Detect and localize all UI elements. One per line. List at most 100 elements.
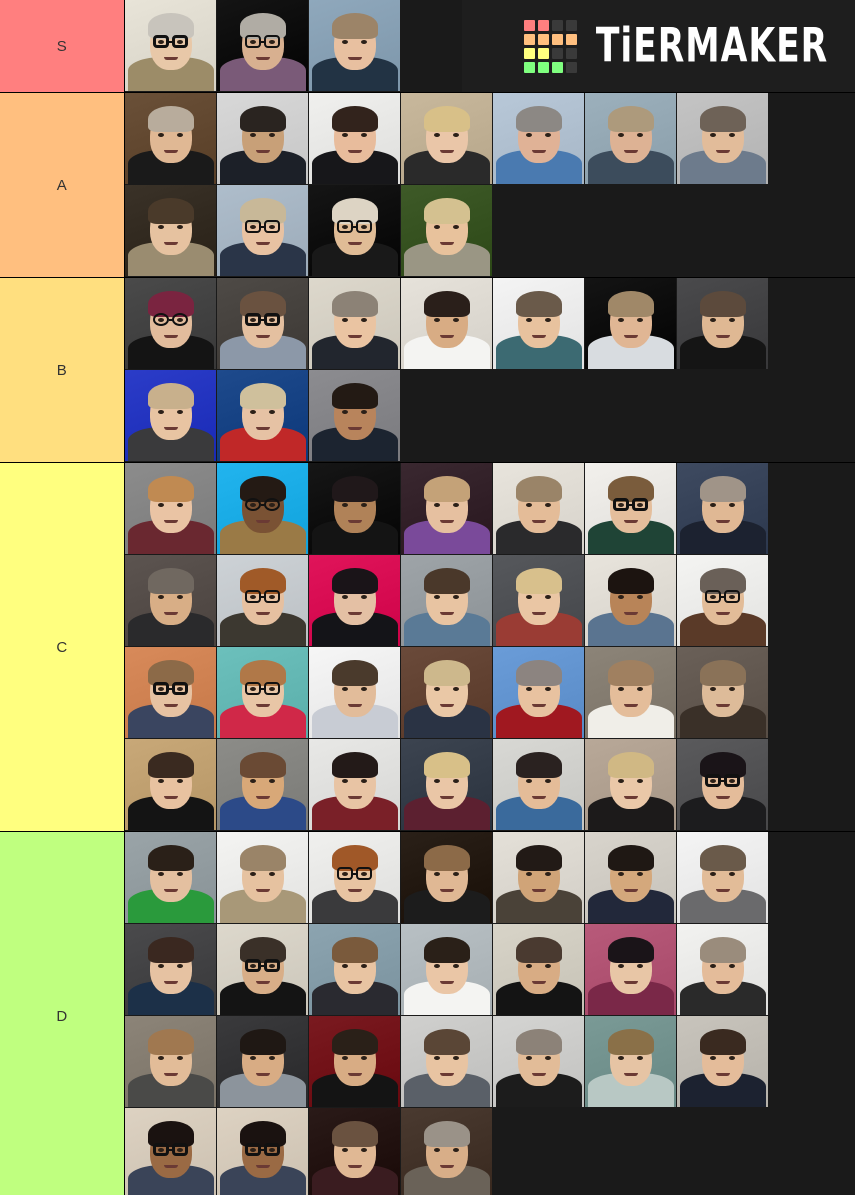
portrait-woman-dark-blue-top[interactable]: [125, 924, 216, 1015]
portrait-person-pink-background[interactable]: [309, 555, 400, 646]
portrait-older-man-red-microphone[interactable]: [309, 185, 400, 276]
portrait-man-bow-tie-tuxedo[interactable]: [309, 463, 400, 554]
portrait-man-dark-suit-tie[interactable]: [217, 93, 308, 184]
portrait-man-black-shirt-event[interactable]: [493, 924, 584, 1015]
tier-label-d[interactable]: D: [0, 832, 125, 1195]
portrait-curly-haired-man-glasses[interactable]: [217, 278, 308, 369]
portrait-man-glasses-blue-tie[interactable]: [125, 647, 216, 738]
portrait-man-laughing-grey-suit[interactable]: [401, 1016, 492, 1107]
portrait-man-outdoors-dark-coat[interactable]: [401, 647, 492, 738]
tier-label-b[interactable]: B: [0, 278, 125, 462]
logo-grid-cell: [523, 47, 535, 59]
portrait-man-teal-shirt-smiling[interactable]: [493, 278, 584, 369]
portrait-smiling-man-blue-shirt[interactable]: [309, 0, 400, 91]
tier-label-c[interactable]: C: [0, 463, 125, 831]
tier-items-a[interactable]: [125, 93, 855, 277]
portrait-man-bow-tie-dark-suit[interactable]: [677, 1016, 768, 1107]
portrait-young-man-surprised-denim[interactable]: [401, 555, 492, 646]
logo-grid-cell: [565, 47, 577, 59]
portrait-long-haired-man-black-shirt[interactable]: [125, 93, 216, 184]
portrait-bearded-man-glasses-suit-2[interactable]: [217, 1108, 308, 1195]
portrait-man-blue-suit-smiling[interactable]: [217, 739, 308, 830]
portrait-man-dark-hair-grey-shirt[interactable]: [217, 1016, 308, 1107]
portrait-man-red-jacket-pointing[interactable]: [493, 647, 584, 738]
portrait-woman-red-hair-glasses[interactable]: [125, 278, 216, 369]
portrait-man-afro-glasses-blue-bg[interactable]: [217, 463, 308, 554]
portrait-blonde-woman-burgundy[interactable]: [401, 739, 492, 830]
tiermaker-logo-grid-icon: [523, 19, 577, 73]
portrait-grey-haired-man-beard[interactable]: [401, 1108, 492, 1195]
logo-grid-cell: [551, 61, 563, 73]
portrait-blonde-woman-scarf[interactable]: [401, 93, 492, 184]
tier-label-text: S: [56, 37, 68, 55]
portrait-man-smiling-brown-hair[interactable]: [309, 924, 400, 1015]
portrait-bald-man-black-tshirt[interactable]: [493, 1016, 584, 1107]
portrait-woman-curly-hair-denim[interactable]: [585, 555, 676, 646]
portrait-bald-man-white-bg[interactable]: [677, 924, 768, 1015]
portrait-man-ginger-beard-glasses[interactable]: [217, 555, 308, 646]
logo-grid-cell: [523, 33, 535, 45]
portrait-man-arm-raised-red-stage[interactable]: [309, 1016, 400, 1107]
portrait-man-long-hair-glasses-green[interactable]: [585, 463, 676, 554]
portrait-woman-dark-hair-red-dress[interactable]: [309, 739, 400, 830]
tier-items-b[interactable]: [125, 278, 855, 462]
portrait-man-curly-hair-white-tshirt[interactable]: [401, 924, 492, 1015]
portrait-bearded-man-dark-shirt[interactable]: [309, 370, 400, 461]
tier-label-a[interactable]: A: [0, 93, 125, 277]
portrait-man-grey-jacket-white-bg[interactable]: [677, 832, 768, 923]
portrait-man-ginger-stubble-grey[interactable]: [125, 1016, 216, 1107]
portrait-blond-man-red-tshirt[interactable]: [493, 555, 584, 646]
portrait-woman-red-jacket[interactable]: [217, 370, 308, 461]
portrait-woman-glasses-red-top[interactable]: [217, 647, 308, 738]
portrait-person-black-hair-glasses[interactable]: [677, 739, 768, 830]
portrait-bald-man-striped-shirt[interactable]: [677, 93, 768, 184]
portrait-woman-dark-hair-smiling[interactable]: [309, 93, 400, 184]
portrait-elderly-man-thick-glasses[interactable]: [125, 0, 216, 91]
portrait-man-bow-tie-gold-bg[interactable]: [125, 739, 216, 830]
portrait-man-microphone-stage[interactable]: [309, 1108, 400, 1195]
logo-grid-cell: [565, 61, 577, 73]
portrait-bearded-man-glasses-suit[interactable]: [125, 1108, 216, 1195]
tier-row-s: S TiERMAKER: [0, 0, 855, 93]
portrait-man-grey-hair-blue-jacket[interactable]: [493, 93, 584, 184]
portrait-man-purple-shirt-hand-face[interactable]: [401, 463, 492, 554]
portrait-bald-man-grey-beard[interactable]: [125, 555, 216, 646]
logo-grid-cell: [551, 33, 563, 45]
portrait-man-brown-coat-glasses[interactable]: [677, 555, 768, 646]
portrait-man-beard-light-shirt[interactable]: [309, 647, 400, 738]
portrait-man-white-shirt-dark-hair[interactable]: [401, 278, 492, 369]
portrait-man-at-microphone[interactable]: [217, 0, 308, 91]
portrait-man-white-jacket-stubble[interactable]: [585, 647, 676, 738]
portrait-man-open-shirt-long-hair[interactable]: [585, 832, 676, 923]
portrait-man-grey-hair-red-tie[interactable]: [677, 463, 768, 554]
portrait-ginger-beard-man-suit[interactable]: [309, 832, 400, 923]
portrait-man-blue-background-suit[interactable]: [125, 370, 216, 461]
portrait-person-black-bob-haircut[interactable]: [585, 924, 676, 1015]
portrait-man-glasses-pink-shirt[interactable]: [217, 185, 308, 276]
tier-items-c[interactable]: [125, 463, 855, 831]
portrait-dark-long-hair-man[interactable]: [493, 832, 584, 923]
portrait-curly-man-green-shirt[interactable]: [125, 832, 216, 923]
tier-row-a: A: [0, 93, 855, 278]
tier-items-s[interactable]: [125, 0, 463, 92]
portrait-man-beard-white-shirt[interactable]: [493, 463, 584, 554]
portrait-young-man-ginger-hair[interactable]: [125, 463, 216, 554]
portrait-long-haired-man-laughing[interactable]: [401, 832, 492, 923]
tier-row-d: D: [0, 832, 855, 1195]
portrait-man-red-mic-beard[interactable]: [585, 278, 676, 369]
portrait-man-stubble-blue-eyes[interactable]: [585, 93, 676, 184]
portrait-man-black-shirt-stare[interactable]: [677, 278, 768, 369]
portrait-man-red-tie-beige-suit[interactable]: [217, 832, 308, 923]
tier-label-s[interactable]: S: [0, 0, 125, 92]
portrait-blonde-woman-black-top[interactable]: [585, 739, 676, 830]
portrait-man-glasses-black-turtleneck[interactable]: [217, 924, 308, 1015]
portrait-woman-wavy-hair-teal[interactable]: [585, 1016, 676, 1107]
tier-label-text: A: [56, 176, 68, 194]
portrait-bald-man-smiling-suit[interactable]: [309, 278, 400, 369]
portrait-man-beige-shirt[interactable]: [125, 185, 216, 276]
portrait-man-blue-suit-hands[interactable]: [493, 739, 584, 830]
portrait-woman-long-hair-sepia[interactable]: [677, 647, 768, 738]
portrait-blond-man-grey-jacket[interactable]: [401, 185, 492, 276]
tier-items-d[interactable]: [125, 832, 855, 1195]
